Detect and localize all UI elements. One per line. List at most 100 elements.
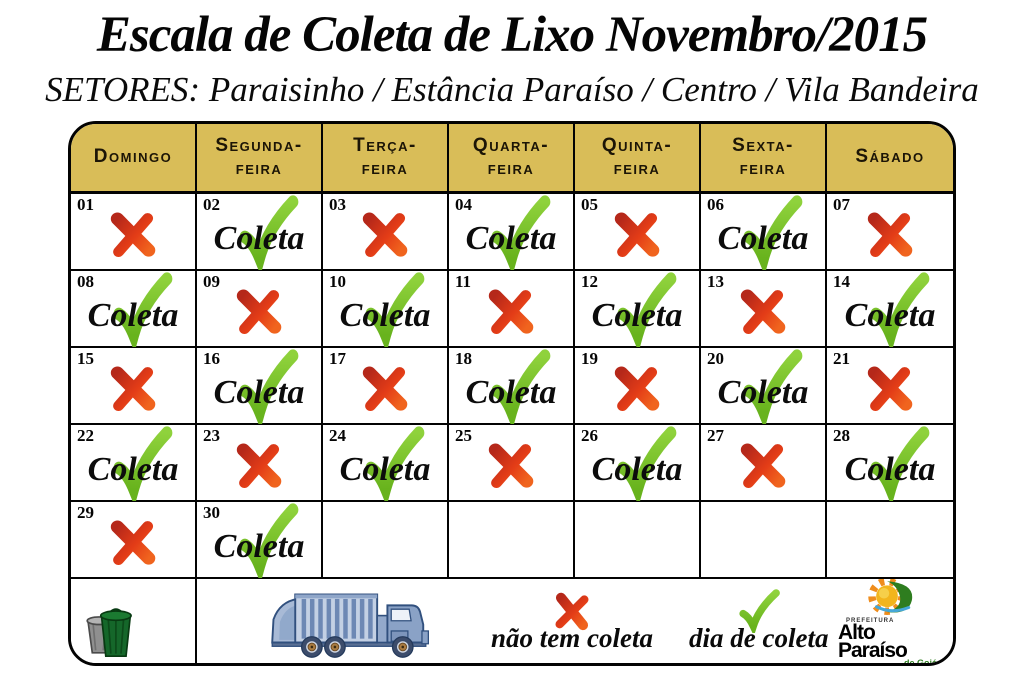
x-mark-icon <box>606 204 668 264</box>
weekday-header-7: Sábado <box>855 146 925 168</box>
day-number: 25 <box>455 426 472 446</box>
logo-de-goias-text: de Goiás <box>903 658 942 667</box>
day-cell-no-coleta: 09 <box>197 271 323 349</box>
day-number: 14 <box>833 272 850 292</box>
day-number: 23 <box>203 426 220 446</box>
poster-page: Escala de Coleta de Lixo Novembro/2015 S… <box>0 6 1024 667</box>
legend-dia-coleta: dia de coleta <box>689 589 828 654</box>
page-title: Escala de Coleta de Lixo Novembro/2015 <box>96 7 928 63</box>
day-number: 20 <box>707 349 724 369</box>
x-mark-icon <box>354 204 416 264</box>
day-cell-coleta: 06 Coleta <box>701 194 827 272</box>
day-cell-no-coleta: 17 <box>323 348 449 426</box>
day-number: 26 <box>581 426 598 446</box>
x-mark-icon <box>859 204 921 264</box>
day-cell-coleta: 10 Coleta <box>323 271 449 349</box>
day-number: 07 <box>833 195 850 215</box>
day-number: 29 <box>77 503 94 523</box>
alto-paraiso-logo-emblem <box>868 577 913 615</box>
day-cell-coleta: 12 Coleta <box>575 271 701 349</box>
day-number: 06 <box>707 195 724 215</box>
weekday-header-3: Terça-feira <box>323 124 449 192</box>
x-mark-icon <box>354 358 416 418</box>
day-cell-coleta: 26 Coleta <box>575 425 701 503</box>
day-cell-coleta: 04 Coleta <box>449 194 575 272</box>
day-number: 19 <box>581 349 598 369</box>
weekday-header-4: Quarta-feira <box>449 124 575 192</box>
x-mark-icon <box>732 281 794 341</box>
x-mark-icon <box>732 435 794 495</box>
day-cell-no-coleta: 29 <box>71 502 197 580</box>
day-cell-coleta: 16 Coleta <box>197 348 323 426</box>
coleta-label: Coleta <box>213 220 305 258</box>
logo-name-text: Alto Paraíso <box>838 620 908 662</box>
weekday-header-6: Sexta-feira <box>701 124 827 192</box>
coleta-label: Coleta <box>465 374 557 412</box>
day-number: 04 <box>455 195 472 215</box>
day-number: 09 <box>203 272 220 292</box>
day-number: 08 <box>77 272 94 292</box>
day-cell-no-coleta: 27 <box>701 425 827 503</box>
day-cell-no-coleta: 01 <box>71 194 197 272</box>
day-cell-empty <box>701 502 827 580</box>
legend-no-coleta: não tem coleta <box>491 589 653 654</box>
coleta-label: Coleta <box>213 528 305 566</box>
day-number: 02 <box>203 195 220 215</box>
coleta-label: Coleta <box>717 374 809 412</box>
calendar-body: 01 02 Coleta 03 04 Coleta 05 06 Coleta 07 08 Coleta… <box>71 194 953 580</box>
day-cell-coleta: 28 Coleta <box>827 425 953 503</box>
calendar-header-row: Domingo Segunda-feira Terça-feira Quarta-fe… <box>71 124 953 195</box>
day-number: 30 <box>203 503 220 523</box>
x-mark-icon <box>228 281 290 341</box>
day-number: 15 <box>77 349 94 369</box>
x-mark-icon <box>606 358 668 418</box>
day-number: 10 <box>329 272 346 292</box>
day-number: 11 <box>455 272 472 292</box>
day-cell-coleta: 08 Coleta <box>71 271 197 349</box>
day-cell-no-coleta: 03 <box>323 194 449 272</box>
x-mark-icon <box>480 281 542 341</box>
day-cell-no-coleta: 23 <box>197 425 323 503</box>
day-number: 05 <box>581 195 598 215</box>
day-number: 16 <box>203 349 220 369</box>
day-cell-no-coleta: 13 <box>701 271 827 349</box>
coleta-label: Coleta <box>87 297 179 335</box>
day-number: 24 <box>329 426 346 446</box>
day-number: 01 <box>77 195 94 215</box>
day-number: 12 <box>581 272 598 292</box>
coleta-label: Coleta <box>339 297 431 335</box>
x-mark-icon <box>859 358 921 418</box>
x-mark-icon <box>102 358 164 418</box>
coleta-label: Coleta <box>717 220 809 258</box>
day-cell-empty <box>575 502 701 580</box>
x-mark-icon <box>102 512 164 572</box>
day-cell-coleta: 30 Coleta <box>197 502 323 580</box>
day-number: 03 <box>329 195 346 215</box>
alto-paraiso-logo: PREFEITURA Alto Paraíso de Goiás <box>838 574 948 667</box>
day-cell-no-coleta: 11 <box>449 271 575 349</box>
coleta-label: Coleta <box>213 374 305 412</box>
coleta-label: Coleta <box>339 451 431 489</box>
weekday-header-1: Domingo <box>71 124 197 192</box>
day-cell-coleta: 18 Coleta <box>449 348 575 426</box>
day-number: 27 <box>707 426 724 446</box>
coleta-label: Coleta <box>844 297 936 335</box>
x-mark-icon <box>228 435 290 495</box>
day-cell-no-coleta: 19 <box>575 348 701 426</box>
weekday-header-2: Segunda-feira <box>197 124 323 192</box>
day-cell-coleta: 20 Coleta <box>701 348 827 426</box>
calendar-footer: não tem coleta dia de coleta PREFEITURA <box>71 577 953 664</box>
day-cell-empty <box>449 502 575 580</box>
day-cell-no-coleta: 25 <box>449 425 575 503</box>
day-cell-coleta: 24 Coleta <box>323 425 449 503</box>
coleta-label: Coleta <box>844 451 936 489</box>
calendar-table: Domingo Segunda-feira Terça-feira Quarta-fe… <box>68 121 956 667</box>
day-number: 17 <box>329 349 346 369</box>
day-cell-empty <box>827 502 953 580</box>
day-cell-coleta: 14 Coleta <box>827 271 953 349</box>
legend-no-coleta-label: não tem coleta <box>491 622 653 653</box>
day-number: 22 <box>77 426 94 446</box>
footer-trash-cell <box>71 579 197 664</box>
legend-dia-coleta-label: dia de coleta <box>688 622 829 653</box>
logo-prefeitura-text: PREFEITURA <box>846 617 895 624</box>
